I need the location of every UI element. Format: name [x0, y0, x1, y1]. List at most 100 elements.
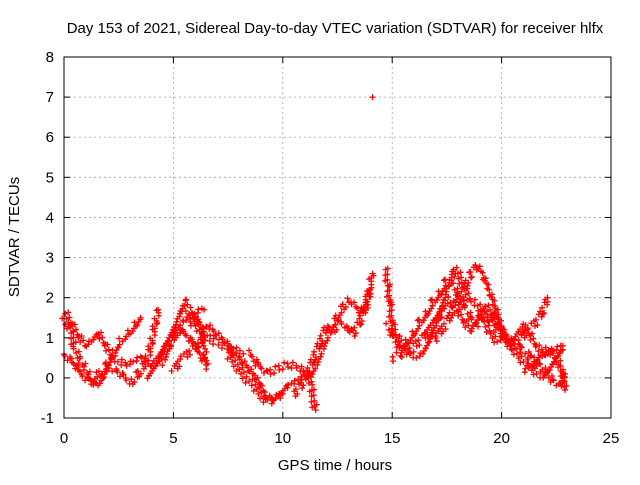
data-point	[468, 274, 475, 281]
data-point	[119, 369, 126, 376]
data-point	[468, 316, 475, 323]
data-point	[549, 361, 556, 368]
data-point	[176, 363, 183, 370]
data-point	[85, 341, 92, 348]
data-point	[113, 367, 120, 374]
data-point	[215, 341, 222, 348]
data-point	[124, 327, 131, 334]
data-point	[101, 342, 108, 349]
data-point	[420, 317, 427, 324]
data-point	[268, 400, 275, 407]
data-point	[206, 337, 213, 344]
data-point	[407, 337, 414, 344]
data-point	[284, 384, 291, 391]
data-point	[65, 309, 72, 316]
data-point	[485, 322, 492, 329]
data-point	[561, 373, 568, 380]
data-point	[476, 263, 483, 270]
data-point	[483, 280, 490, 287]
data-point	[153, 360, 160, 367]
data-point	[322, 329, 329, 336]
data-point	[226, 349, 232, 356]
data-point	[414, 317, 421, 324]
data-point	[200, 336, 207, 343]
data-point	[155, 306, 162, 313]
data-point	[492, 320, 499, 327]
data-point	[364, 301, 371, 308]
data-point	[305, 373, 312, 380]
data-point	[96, 335, 103, 342]
data-point	[112, 352, 119, 359]
data-point	[152, 363, 159, 370]
data-point	[319, 338, 326, 345]
data-point	[194, 309, 201, 316]
data-point	[68, 322, 75, 329]
data-point	[407, 350, 414, 357]
data-point	[544, 294, 551, 301]
data-point	[421, 347, 428, 354]
data-point	[526, 331, 533, 338]
data-point	[525, 360, 532, 367]
data-point	[358, 318, 365, 325]
data-point	[142, 353, 149, 360]
data-point	[311, 397, 318, 404]
data-point	[459, 316, 466, 323]
y-axis-label: SDTVAR / TECUs	[6, 177, 23, 297]
data-point	[203, 366, 210, 373]
data-point	[304, 373, 311, 380]
data-point	[324, 322, 331, 329]
data-point	[288, 365, 295, 372]
data-point	[428, 327, 435, 334]
data-point	[515, 337, 522, 344]
data-point	[415, 316, 422, 323]
data-point	[475, 323, 482, 330]
data-point	[233, 367, 240, 374]
data-point	[191, 320, 198, 327]
data-point	[268, 394, 275, 401]
data-point	[507, 338, 514, 345]
data-point	[117, 373, 124, 380]
data-point	[127, 361, 134, 368]
data-point	[426, 338, 433, 345]
data-point	[438, 290, 445, 297]
data-point	[442, 276, 449, 283]
data-point	[488, 311, 495, 318]
data-point	[332, 321, 339, 328]
data-point	[484, 285, 491, 292]
data-point	[202, 345, 209, 352]
series-track-2	[60, 306, 162, 388]
data-point	[312, 406, 319, 413]
data-point	[538, 313, 545, 320]
data-point	[413, 328, 420, 335]
data-point	[70, 343, 77, 350]
data-point	[525, 348, 532, 355]
data-point	[137, 314, 144, 321]
data-point	[450, 266, 457, 273]
data-point	[236, 354, 243, 361]
data-point	[527, 352, 534, 359]
data-point	[107, 351, 114, 358]
data-point	[232, 357, 239, 364]
data-point	[521, 369, 528, 376]
data-point	[425, 339, 432, 346]
data-point	[369, 270, 376, 277]
data-point	[81, 342, 88, 349]
data-point	[133, 357, 140, 364]
data-point	[78, 371, 85, 378]
data-point	[427, 297, 434, 304]
data-point	[358, 320, 365, 327]
data-point	[532, 343, 539, 350]
data-point	[527, 336, 534, 343]
data-point	[433, 338, 440, 345]
x-tick-label: 0	[60, 430, 68, 447]
data-point	[515, 355, 522, 362]
data-point	[462, 324, 469, 331]
data-point	[221, 339, 228, 346]
data-point	[536, 342, 543, 349]
data-point	[487, 330, 494, 337]
data-point	[312, 354, 319, 361]
data-point	[457, 269, 464, 276]
data-point	[249, 376, 256, 383]
data-point	[255, 390, 262, 397]
